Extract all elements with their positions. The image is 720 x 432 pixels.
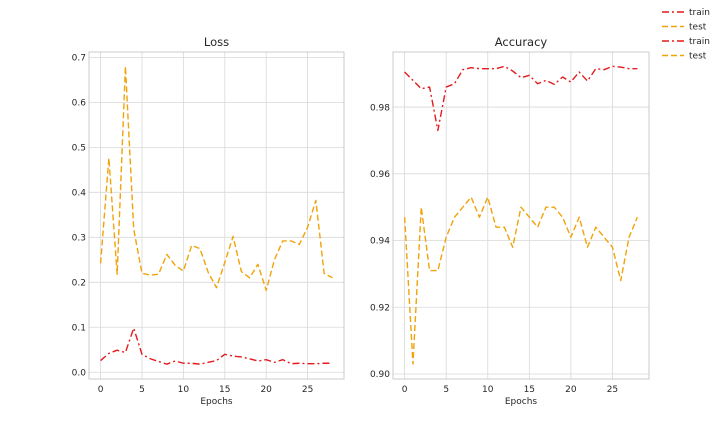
accuracy-x-tick-label: 10	[482, 385, 494, 395]
loss-x-tick-label: 5	[139, 385, 145, 395]
accuracy-chart: 0 5 10 15 20 25 0.90 0.92 0.94 0.96 0.98 Accuracy Ep…	[370, 35, 650, 407]
accuracy-y-tick-label: 0.92	[370, 303, 390, 313]
loss-y-tick-label: 0.1	[72, 323, 86, 333]
accuracy-plot-frame	[392, 51, 650, 380]
legend-label-test: test	[689, 52, 707, 62]
loss-plot-frame	[88, 51, 345, 380]
legend-label-train: train	[689, 8, 710, 18]
loss-y-tick-label: 0.7	[72, 54, 86, 64]
accuracy-y-tick-label: 0.94	[370, 237, 390, 247]
accuracy-x-tick-label: 0	[402, 385, 408, 395]
accuracy-chart-title: Accuracy	[495, 35, 548, 49]
accuracy-x-axis-label: Epochs	[505, 397, 538, 407]
loss-x-tick-label: 20	[260, 385, 272, 395]
accuracy-x-tick-label: 5	[443, 385, 449, 395]
loss-chart: 0 5 10 15 20 25 0.0 0.1 0.2 0.3 0.4 0.5 0.6 0.7 Loss Ep…	[72, 35, 345, 407]
loss-y-tick-label: 0.5	[72, 144, 86, 154]
accuracy-y-tick-label: 0.90	[370, 370, 390, 380]
loss-y-tick-label: 0.6	[72, 99, 87, 109]
loss-series-line-test	[99, 65, 333, 292]
legend-label-test: test	[689, 23, 707, 33]
loss-y-tick-label: 0.3	[72, 234, 86, 244]
legend-label-train: train	[689, 37, 710, 47]
loss-x-axis-label: Epochs	[200, 397, 233, 407]
loss-y-tick-label: 0.2	[72, 278, 86, 288]
accuracy-series-line-test	[403, 196, 639, 365]
loss-x-tick-label: 10	[178, 385, 190, 395]
accuracy-x-tick-label: 20	[565, 385, 577, 395]
loss-series-line-train	[100, 327, 333, 365]
accuracy-x-tick-label: 25	[607, 385, 618, 395]
loss-chart-title: Loss	[204, 35, 229, 49]
loss-x-tick-label: 15	[219, 385, 230, 395]
loss-x-tick-label: 25	[302, 385, 313, 395]
loss-x-tick-label: 0	[98, 385, 104, 395]
accuracy-series-line-train	[404, 65, 638, 132]
accuracy-y-tick-label: 0.96	[370, 170, 390, 180]
loss-y-tick-label: 0.4	[72, 189, 87, 199]
accuracy-x-tick-label: 15	[524, 385, 535, 395]
legend: train test train test	[662, 8, 710, 62]
accuracy-y-tick-label: 0.98	[370, 103, 390, 113]
loss-y-tick-label: 0.0	[72, 368, 87, 378]
